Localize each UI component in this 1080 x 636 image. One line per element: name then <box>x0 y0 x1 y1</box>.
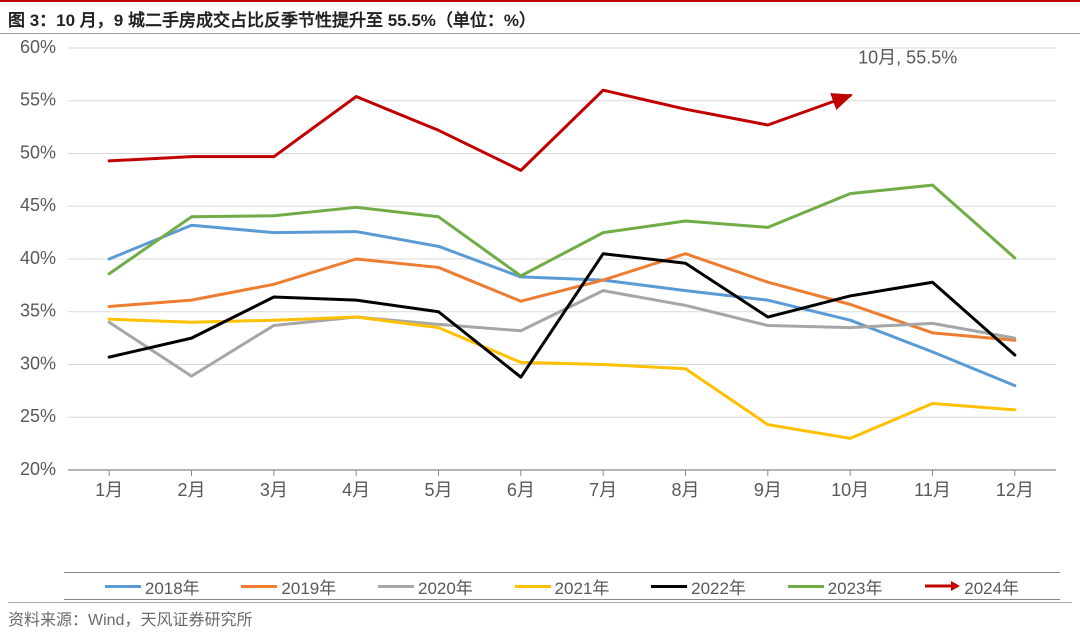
legend-arrow-icon <box>924 579 960 593</box>
svg-text:35%: 35% <box>20 301 56 321</box>
svg-text:20%: 20% <box>20 459 56 479</box>
svg-text:5月: 5月 <box>424 480 452 500</box>
legend-line-swatch <box>651 585 687 588</box>
svg-text:11月: 11月 <box>914 480 951 500</box>
chart-title: 图 3：10 月，9 城二手房成交占比反季节性提升至 55.5%（单位：%） <box>0 0 1080 34</box>
svg-text:6月: 6月 <box>507 480 535 500</box>
svg-text:25%: 25% <box>20 406 56 426</box>
legend: 2018年 2019年 2020年 2021年 2022年 2023年 2024年 <box>64 572 1060 600</box>
series-line <box>109 90 850 170</box>
legend-label: 2020年 <box>418 574 473 599</box>
legend-item: 2022年 <box>651 574 746 599</box>
legend-item: 2024年 <box>924 574 1019 599</box>
legend-line-swatch <box>105 585 141 588</box>
svg-text:60%: 60% <box>20 37 56 57</box>
legend-item: 2021年 <box>515 574 610 599</box>
legend-label: 2019年 <box>281 574 336 599</box>
legend-item: 2019年 <box>241 574 336 599</box>
legend-line-swatch <box>515 585 551 588</box>
source-line: 资料来源：Wind，天风证券研究所 <box>8 602 1072 630</box>
svg-text:1月: 1月 <box>95 480 123 500</box>
legend-line-swatch <box>378 585 414 588</box>
svg-text:10月: 10月 <box>831 480 869 500</box>
svg-text:9月: 9月 <box>754 480 782 500</box>
series-line <box>109 317 1015 438</box>
svg-text:7月: 7月 <box>589 480 617 500</box>
chart-svg: 20%25%30%35%40%45%50%55%60%1月2月3月4月5月6月7… <box>64 34 1060 544</box>
series-line <box>109 225 1015 385</box>
legend-line-swatch <box>788 585 824 588</box>
svg-text:45%: 45% <box>20 195 56 215</box>
svg-text:50%: 50% <box>20 142 56 162</box>
svg-text:8月: 8月 <box>671 480 699 500</box>
svg-text:40%: 40% <box>20 248 56 268</box>
legend-label: 2023年 <box>828 574 883 599</box>
chart-container: 图 3：10 月，9 城二手房成交占比反季节性提升至 55.5%（单位：%） 2… <box>0 0 1080 636</box>
legend-item: 2023年 <box>788 574 883 599</box>
svg-text:55%: 55% <box>20 90 56 110</box>
svg-text:12月: 12月 <box>996 480 1034 500</box>
svg-text:4月: 4月 <box>342 480 370 500</box>
legend-line-swatch <box>241 585 277 588</box>
plot-area: 20%25%30%35%40%45%50%55%60%1月2月3月4月5月6月7… <box>64 34 1060 544</box>
legend-label: 2024年 <box>964 574 1019 599</box>
chart-annotation: 10月, 55.5% <box>858 47 957 67</box>
svg-text:3月: 3月 <box>260 480 288 500</box>
svg-text:30%: 30% <box>20 353 56 373</box>
legend-label: 2018年 <box>145 574 200 599</box>
legend-label: 2022年 <box>691 574 746 599</box>
legend-item: 2020年 <box>378 574 473 599</box>
svg-text:2月: 2月 <box>177 480 205 500</box>
legend-label: 2021年 <box>555 574 610 599</box>
legend-item: 2018年 <box>105 574 200 599</box>
